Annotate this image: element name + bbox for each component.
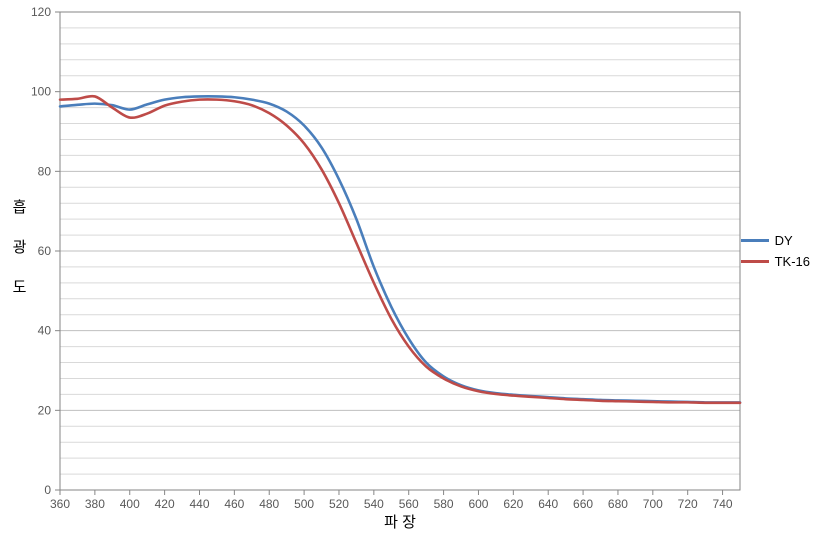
svg-text:380: 380 xyxy=(85,497,105,511)
y-axis-title: 흡 광 도 xyxy=(8,199,28,303)
svg-text:460: 460 xyxy=(224,497,244,511)
legend-label-tk16: TK-16 xyxy=(775,254,810,269)
svg-text:600: 600 xyxy=(468,497,488,511)
legend-item-dy: DY xyxy=(741,233,810,248)
svg-text:120: 120 xyxy=(31,5,51,19)
legend-label-dy: DY xyxy=(775,233,793,248)
legend: DY TK-16 xyxy=(741,227,810,275)
svg-text:400: 400 xyxy=(120,497,140,511)
svg-text:740: 740 xyxy=(713,497,733,511)
chart-plot: 3603804004204404604805005205405605806006… xyxy=(0,0,822,540)
x-axis-title-text: 파 장 xyxy=(384,514,416,531)
legend-swatch-dy xyxy=(741,239,769,242)
svg-text:360: 360 xyxy=(50,497,70,511)
svg-text:20: 20 xyxy=(38,403,52,417)
chart-container: 3603804004204404604805005205405605806006… xyxy=(0,0,822,540)
svg-text:0: 0 xyxy=(44,483,51,497)
svg-text:80: 80 xyxy=(38,164,52,178)
svg-text:560: 560 xyxy=(399,497,419,511)
svg-text:520: 520 xyxy=(329,497,349,511)
y-axis-title-text: 흡 광 도 xyxy=(9,199,27,298)
svg-text:500: 500 xyxy=(294,497,314,511)
svg-text:580: 580 xyxy=(434,497,454,511)
x-axis-title: 파 장 xyxy=(60,511,740,532)
svg-text:440: 440 xyxy=(189,497,209,511)
svg-text:620: 620 xyxy=(503,497,523,511)
svg-text:420: 420 xyxy=(155,497,175,511)
legend-item-tk16: TK-16 xyxy=(741,254,810,269)
svg-text:700: 700 xyxy=(643,497,663,511)
svg-text:660: 660 xyxy=(573,497,593,511)
svg-text:60: 60 xyxy=(38,244,52,258)
svg-text:720: 720 xyxy=(678,497,698,511)
svg-text:540: 540 xyxy=(364,497,384,511)
svg-text:480: 480 xyxy=(259,497,279,511)
svg-text:640: 640 xyxy=(538,497,558,511)
legend-swatch-tk16 xyxy=(741,260,769,263)
svg-text:40: 40 xyxy=(38,324,52,338)
svg-text:100: 100 xyxy=(31,85,51,99)
svg-text:680: 680 xyxy=(608,497,628,511)
